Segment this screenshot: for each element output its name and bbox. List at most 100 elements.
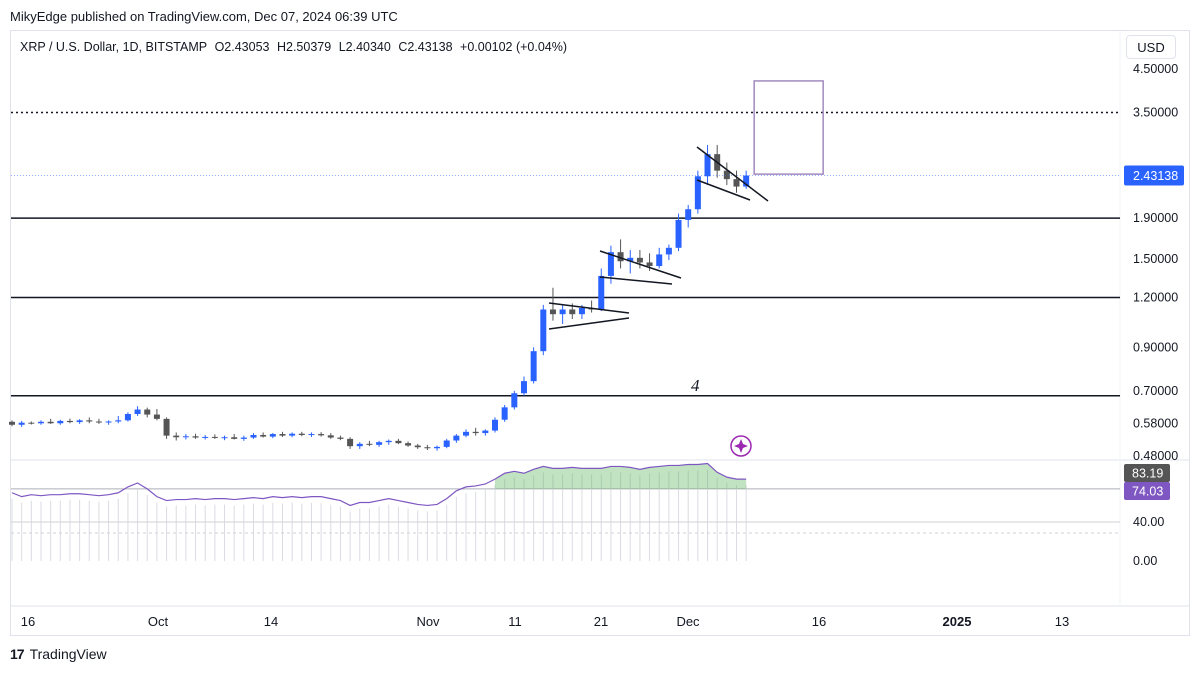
candle-body	[511, 393, 518, 408]
candle-body	[530, 351, 537, 382]
open-value: O2.43053	[214, 40, 270, 54]
price-tick-label: 0.48000	[1133, 449, 1178, 463]
candle-body	[9, 421, 15, 425]
candle-body	[685, 209, 692, 220]
time-tick-label: Dec	[676, 614, 700, 629]
last-price-badge	[1124, 165, 1184, 186]
candle-body	[395, 440, 402, 444]
candle-body	[453, 435, 460, 441]
candle-body	[134, 409, 141, 414]
published-header: MikyEdge published on TradingView.com, D…	[10, 9, 398, 24]
trendline	[599, 276, 673, 285]
indicator-overbought-fill	[495, 463, 747, 489]
candle-body	[105, 421, 112, 423]
price-tick-label: 0.70000	[1133, 384, 1178, 398]
symbol-name[interactable]: XRP / U.S. Dollar, 1D, BITSTAMP	[20, 40, 208, 54]
candle-body	[250, 434, 257, 438]
price-tick-label: 4.50000	[1133, 62, 1178, 76]
indicator-tick-label: 40.00	[1133, 515, 1164, 529]
last-price-label: 2.43138	[1133, 169, 1178, 183]
tradingview-logo-icon: 17	[10, 646, 25, 662]
sparkle-icon-star	[734, 439, 748, 453]
price-tick-label: 0.90000	[1133, 340, 1178, 354]
low-value: L2.40340	[338, 40, 391, 54]
candle-body	[347, 438, 354, 447]
candle-body	[318, 434, 325, 436]
price-tick-label: 1.20000	[1133, 291, 1178, 305]
candle-body	[607, 252, 614, 276]
symbol-legend: XRP / U.S. Dollar, 1D, BITSTAMP O2.43053…	[20, 40, 571, 54]
candle-body	[549, 309, 556, 315]
candle-body	[627, 257, 634, 262]
candle-body	[202, 436, 209, 438]
time-tick-label: Nov	[416, 614, 440, 629]
time-tick-label: 13	[1055, 614, 1069, 629]
trendline	[696, 179, 751, 201]
currency-button[interactable]: USD	[1126, 35, 1176, 59]
candle-body	[337, 437, 344, 439]
candle-body	[424, 447, 431, 449]
time-tick-label: 21	[594, 614, 608, 629]
footer-brand[interactable]: 17 TradingView	[10, 646, 107, 662]
candle-body	[356, 443, 363, 447]
candle-body	[240, 437, 247, 439]
candle-body	[279, 434, 286, 436]
candle-body	[482, 430, 489, 434]
candle-body	[434, 446, 441, 449]
trendline	[548, 302, 630, 314]
candle-body	[18, 422, 25, 425]
indicator-tick-label: 0.00	[1133, 554, 1157, 568]
candle-body	[694, 176, 701, 210]
candle-body	[153, 414, 160, 419]
wave-annotation: 4	[691, 376, 700, 395]
footer-brand-label: TradingView	[29, 646, 107, 662]
time-tick-label: 2025	[943, 614, 972, 629]
candle-body	[569, 309, 576, 315]
candle-body	[221, 437, 228, 439]
candle-body	[115, 420, 122, 422]
candle-body	[327, 435, 334, 438]
candle-body	[211, 436, 218, 438]
candle-body	[540, 309, 547, 352]
candle-body	[260, 434, 267, 437]
candle-body	[598, 275, 605, 310]
candle-body	[144, 409, 151, 415]
candle-body	[656, 254, 663, 267]
indicator-value-badge	[1124, 482, 1170, 500]
candle-body	[66, 420, 73, 423]
candle-body	[472, 431, 479, 434]
candle-body	[76, 420, 83, 423]
price-tick-label: 3.50000	[1133, 105, 1178, 119]
candle-body	[665, 247, 672, 255]
sparkle-icon[interactable]	[730, 435, 752, 457]
candle-body	[28, 422, 35, 424]
candle-body	[405, 443, 412, 446]
candle-body	[617, 252, 624, 262]
candle-body	[443, 440, 450, 447]
candle-body	[289, 433, 296, 436]
price-tick-label: 1.90000	[1133, 211, 1178, 225]
candle-body	[37, 421, 44, 424]
candle-body	[646, 262, 653, 267]
candle-body	[636, 257, 643, 263]
indicator-value-badge	[1124, 464, 1170, 482]
candle-body	[704, 154, 711, 177]
candle-body	[57, 420, 64, 424]
change-value: +0.00102 (+0.04%)	[460, 40, 568, 54]
trendline	[696, 146, 769, 202]
candle-body	[47, 421, 54, 424]
trendline	[599, 250, 682, 279]
candle-body	[733, 179, 740, 187]
price-tick-label: 1.50000	[1133, 252, 1178, 266]
candle-body	[385, 440, 392, 443]
time-tick-label: 14	[264, 614, 278, 629]
candle-body	[578, 307, 585, 315]
candle-body	[182, 436, 189, 438]
candle-body	[366, 443, 373, 445]
close-value: C2.43138	[398, 40, 453, 54]
indicator-value-label: 74.03	[1132, 485, 1163, 499]
candle-body	[414, 445, 421, 448]
candle-body	[86, 420, 93, 422]
time-tick-label: Oct	[148, 614, 169, 629]
